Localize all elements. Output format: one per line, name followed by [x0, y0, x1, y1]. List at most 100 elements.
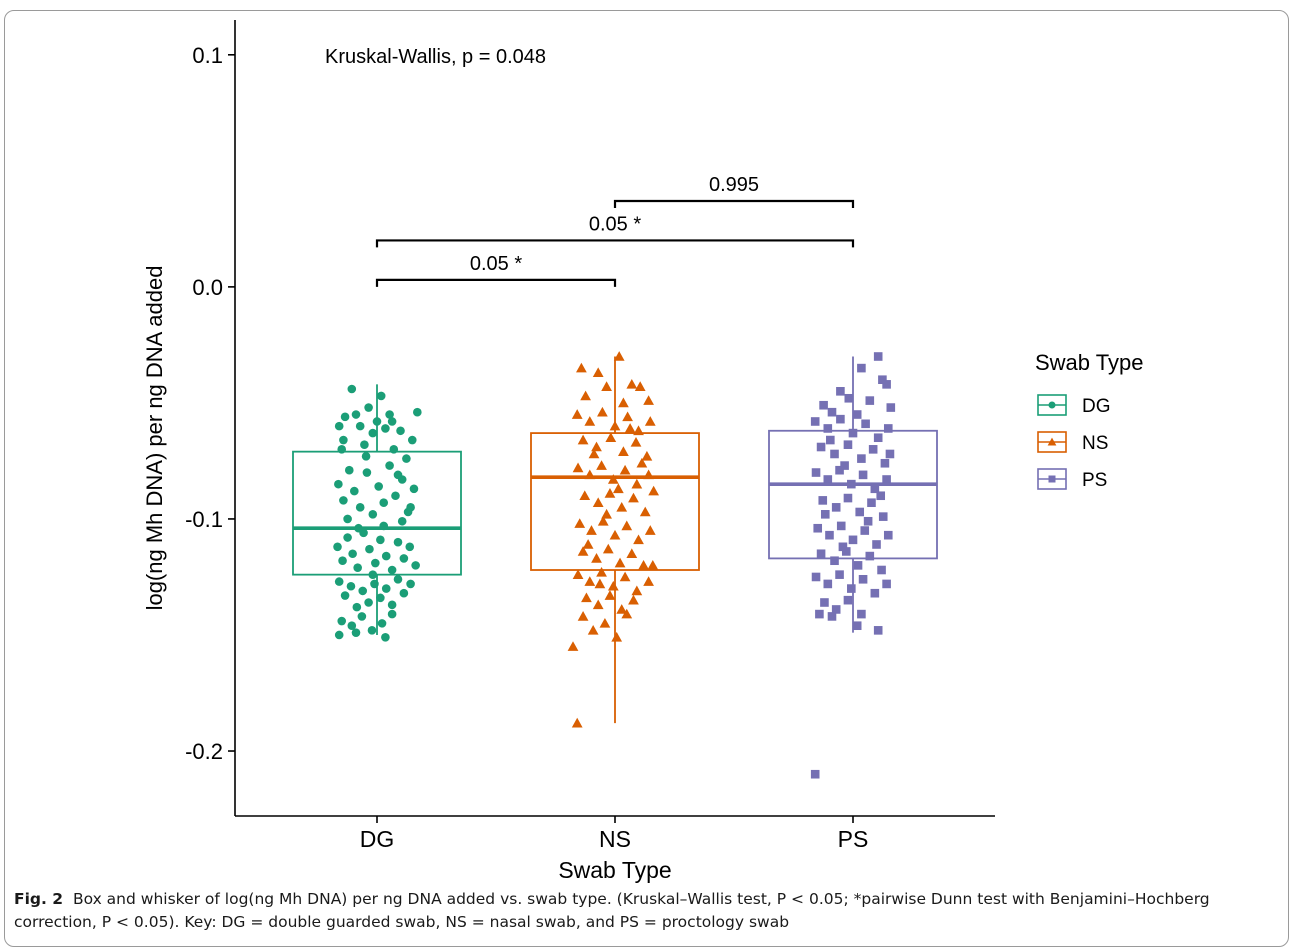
data-point-ps: [878, 375, 887, 385]
data-point-ns: [607, 580, 619, 591]
data-point-ns: [592, 497, 604, 508]
data-point-ns: [577, 434, 589, 445]
data-point-ns: [601, 508, 612, 519]
data-point-ps: [831, 605, 841, 614]
data-point-ps: [847, 584, 856, 593]
data-point-dg: [405, 542, 415, 552]
data-point-ns: [602, 543, 614, 554]
data-point-ps: [878, 512, 888, 521]
legend-key-marker: [1048, 401, 1056, 409]
y-tick-label: -0.2: [185, 739, 223, 764]
data-point-dg: [387, 565, 397, 575]
data-point-ns: [626, 548, 638, 559]
data-point-dg: [391, 491, 400, 501]
comparison-label: 0.995: [709, 174, 759, 196]
data-point-ps: [835, 465, 844, 475]
data-point-ns: [626, 378, 638, 389]
data-point-dg: [365, 544, 374, 554]
data-point-ns: [609, 529, 621, 540]
data-point-dg: [367, 626, 377, 635]
data-point-ps: [873, 352, 883, 361]
data-point-dg: [387, 609, 397, 619]
data-point-dg: [361, 451, 371, 461]
data-point-ns: [567, 641, 579, 651]
data-point-ns: [638, 559, 649, 570]
data-point-ps: [844, 393, 854, 403]
data-point-ns: [621, 520, 633, 531]
data-point-ps: [813, 523, 823, 533]
data-point-ps: [863, 516, 873, 526]
data-point-ps: [823, 475, 833, 484]
data-point-ps: [865, 551, 875, 561]
data-point-ps: [810, 417, 820, 426]
x-tick-label: DG: [360, 826, 395, 852]
data-point-dg: [339, 496, 348, 505]
data-point-ns: [628, 492, 639, 503]
data-point-ns: [643, 395, 654, 405]
data-point-ns: [619, 571, 631, 582]
data-point-ps: [810, 769, 820, 779]
data-point-ns: [579, 490, 591, 501]
data-point-ps: [848, 428, 858, 438]
data-point-ps: [815, 609, 824, 619]
data-point-dg: [358, 586, 368, 596]
data-point-ns: [591, 441, 602, 452]
data-point-ns: [572, 569, 584, 579]
data-point-ns: [633, 534, 644, 545]
data-point-ns: [630, 436, 642, 447]
data-point-ns: [647, 559, 659, 570]
data-point-ns: [622, 411, 633, 422]
data-point-ps: [843, 440, 853, 449]
data-point-ps: [836, 414, 845, 424]
data-point-dg: [347, 384, 357, 394]
data-point-ps: [872, 540, 881, 549]
data-point-dg: [376, 593, 385, 603]
data-point-ns: [636, 457, 648, 468]
comparison-label: 0.05 *: [589, 213, 641, 235]
x-tick-label: NS: [599, 826, 631, 852]
data-point-ps: [843, 595, 853, 605]
comparison-bracket: [375, 278, 617, 287]
data-point-dg: [381, 424, 390, 433]
data-point-dg: [381, 633, 390, 642]
data-point-dg: [360, 440, 369, 449]
data-point-ps: [852, 621, 862, 631]
kruskal-wallis-annotation: Kruskal-Wallis, p = 0.048: [325, 46, 546, 68]
x-ticks: DG NS PS: [360, 816, 868, 852]
data-point-ps: [883, 530, 893, 540]
data-point-dg: [381, 551, 391, 561]
data-point-ps: [811, 468, 821, 477]
data-point-dg: [407, 435, 417, 445]
data-point-dg: [406, 579, 415, 589]
data-point-dg: [364, 598, 373, 607]
y-tick-label: 0.1: [192, 43, 223, 68]
data-point-ns: [588, 448, 600, 459]
data-point-ps: [819, 400, 828, 410]
data-point-ns: [614, 557, 626, 568]
data-point-ps: [886, 403, 896, 412]
data-point-ns: [618, 397, 629, 408]
data-point-ps: [885, 449, 895, 459]
x-axis-label: Swab Type: [558, 857, 671, 883]
data-point-dg: [347, 621, 357, 631]
data-point-dg: [353, 563, 362, 572]
data-point-ns: [604, 590, 616, 600]
data-point-dg: [402, 454, 411, 463]
data-point-ps: [882, 475, 891, 484]
data-point-dg: [340, 412, 350, 422]
data-point-ps: [870, 588, 880, 598]
data-point-dg: [397, 516, 407, 526]
data-point-ps: [811, 572, 821, 582]
data-point-ns: [582, 539, 594, 549]
data-point-ns: [592, 599, 604, 610]
data-point-ps: [827, 612, 837, 621]
data-point-dg: [409, 484, 419, 494]
data-point-ps: [838, 542, 848, 552]
data-point-dg: [374, 482, 383, 491]
legend-entries: DG NS PS: [1037, 394, 1111, 491]
legend-label: DG: [1082, 396, 1111, 417]
data-point-ns: [604, 488, 616, 498]
data-point-ps: [827, 407, 837, 417]
data-point-dg: [381, 584, 391, 593]
data-point-ns: [597, 406, 608, 417]
